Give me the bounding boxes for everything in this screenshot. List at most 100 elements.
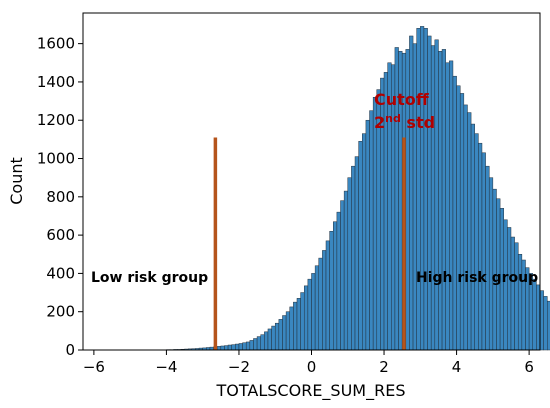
y-axis-title: Count xyxy=(7,157,26,205)
histogram-bar xyxy=(329,231,334,351)
y-tick-label: 1400 xyxy=(37,73,75,91)
y-axis-ticks: 0 200 400 600 800 1000 1200 1400 1600 xyxy=(37,35,83,359)
x-tick-label: −6 xyxy=(83,358,105,376)
histogram-bar xyxy=(409,35,414,351)
histogram-bar xyxy=(420,26,425,351)
cutoff-label-line1: Cutoff xyxy=(374,90,430,109)
histogram-bar xyxy=(274,322,280,351)
histogram-bar xyxy=(256,336,261,351)
histogram-bar xyxy=(427,35,432,351)
histogram-bar xyxy=(347,177,352,351)
x-tick-label: 0 xyxy=(307,358,317,376)
histogram-bar xyxy=(481,152,486,351)
histogram-bar xyxy=(369,110,374,351)
histogram-bar xyxy=(296,298,301,351)
histogram-bar xyxy=(362,133,367,351)
x-tick-label: −4 xyxy=(155,358,177,376)
histogram-bar xyxy=(245,341,251,351)
high-risk-label: High risk group xyxy=(416,270,538,286)
histogram-bar xyxy=(478,142,483,351)
histogram-bar xyxy=(467,112,472,351)
histogram-bar xyxy=(300,292,305,351)
histogram-bar xyxy=(249,340,254,351)
histogram-bar xyxy=(314,265,320,351)
histogram-bar xyxy=(253,338,258,351)
histogram-bar xyxy=(510,236,515,351)
histogram-bar xyxy=(336,211,341,351)
histogram-bar xyxy=(322,250,327,351)
cutoff-label-superscript: nd xyxy=(385,112,401,125)
histogram-bar xyxy=(470,123,475,351)
cutoff-lines xyxy=(213,137,406,350)
histogram-bar xyxy=(260,334,265,351)
histogram-bar xyxy=(267,328,272,351)
histogram-bar xyxy=(311,273,316,351)
y-tick-label: 0 xyxy=(65,341,75,359)
histogram-bar xyxy=(325,240,330,351)
histogram-bar xyxy=(293,301,298,351)
histogram-bar xyxy=(488,177,494,351)
histogram-bar xyxy=(449,60,454,351)
histogram-bar xyxy=(264,331,269,351)
histogram-bar xyxy=(271,325,276,351)
x-tick-label: −2 xyxy=(228,358,250,376)
histogram-bar xyxy=(456,85,461,351)
histogram-bar xyxy=(445,62,450,351)
histogram-bar xyxy=(278,319,283,351)
histogram-bar xyxy=(358,141,363,351)
histogram-bar xyxy=(351,165,356,351)
histogram-bar xyxy=(235,343,240,351)
histogram-bar xyxy=(474,133,479,351)
histogram-bar xyxy=(423,28,428,351)
histogram-bar xyxy=(416,28,421,351)
histogram-bar xyxy=(340,200,345,351)
y-tick-label: 1000 xyxy=(37,150,75,168)
histogram-bar xyxy=(434,39,439,351)
y-tick-label: 1600 xyxy=(37,35,75,53)
x-axis-title: TOTALSCORE_SUM_RES xyxy=(216,381,406,401)
histogram-bar xyxy=(289,306,294,351)
histogram-bar xyxy=(459,93,465,351)
histogram-bar xyxy=(514,242,519,351)
histogram-bar xyxy=(372,97,378,351)
histogram-bar xyxy=(543,296,548,351)
histogram-bar xyxy=(452,75,457,351)
x-axis-ticks: −6 −4 −2 0 2 4 6 xyxy=(83,350,534,376)
histogram-bar xyxy=(220,345,225,351)
histogram-bar xyxy=(430,45,436,351)
histogram-bar xyxy=(485,165,490,351)
histogram-bar xyxy=(343,190,349,351)
x-tick-label: 2 xyxy=(379,358,389,376)
histogram-bar xyxy=(318,257,323,351)
histogram-bar xyxy=(238,343,243,351)
histogram-bar xyxy=(333,221,338,351)
histogram-bar xyxy=(532,278,537,351)
histogram-bar xyxy=(517,254,523,351)
histogram-bar xyxy=(303,285,309,351)
histogram-bar xyxy=(441,49,446,351)
y-tick-label: 400 xyxy=(46,264,75,282)
low-risk-label: Low risk group xyxy=(91,270,208,286)
histogram-bar xyxy=(307,278,312,351)
histogram-bar xyxy=(242,342,247,351)
histogram-bar xyxy=(354,156,359,351)
x-tick-label: 6 xyxy=(524,358,534,376)
histogram-bar xyxy=(227,344,232,351)
cutoff-label-ordinal: 2 xyxy=(374,113,385,132)
y-tick-label: 800 xyxy=(46,188,75,206)
histogram-bar xyxy=(231,344,236,351)
histogram-bar xyxy=(507,227,512,351)
histogram-bar xyxy=(282,315,287,351)
cutoff-label-line2: 2nd std xyxy=(374,112,435,132)
y-tick-label: 200 xyxy=(46,303,75,321)
x-tick-label: 4 xyxy=(452,358,462,376)
histogram-bar xyxy=(539,290,544,351)
histogram-bar xyxy=(216,346,222,351)
histogram-bars xyxy=(93,26,550,351)
histogram-bar xyxy=(463,104,468,351)
y-tick-label: 1200 xyxy=(37,111,75,129)
histogram-bar xyxy=(285,311,290,351)
histogram-bar xyxy=(547,300,550,351)
cutoff-label-std: std xyxy=(401,113,435,132)
